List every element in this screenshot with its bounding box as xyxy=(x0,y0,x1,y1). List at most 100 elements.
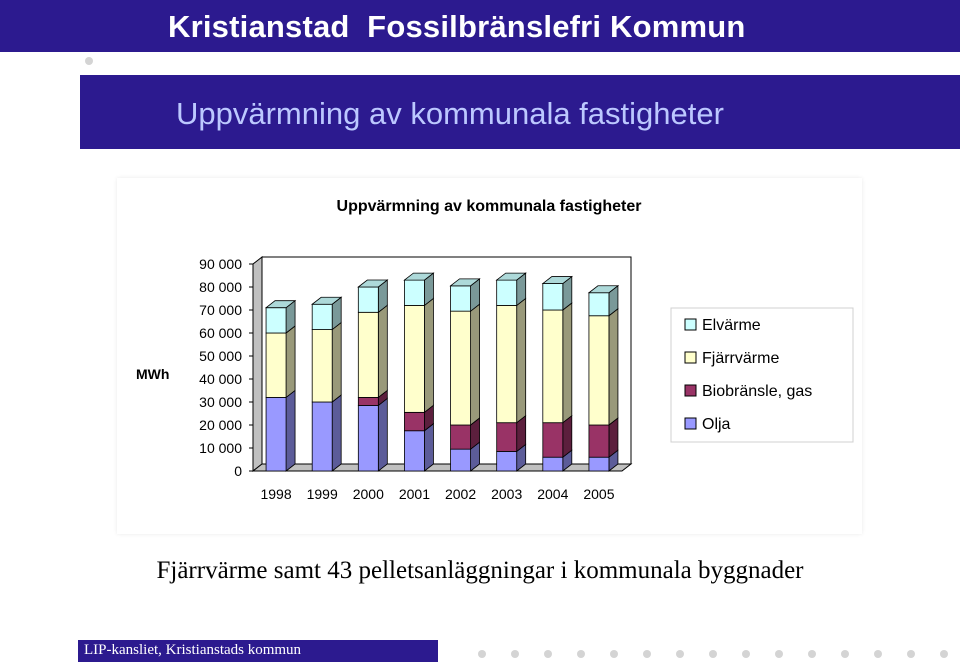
y-tick-label: 40 000 xyxy=(199,371,242,387)
bar-top xyxy=(449,278,481,287)
bar-side xyxy=(424,297,434,414)
y-tick-label: 50 000 xyxy=(199,348,242,364)
footer-bar: LIP-kansliet, Kristianstads kommun xyxy=(78,640,438,662)
bar-side xyxy=(285,389,296,472)
decorative-dot xyxy=(808,650,816,658)
bar-side xyxy=(377,304,388,399)
bar-segment xyxy=(357,311,379,398)
bar-side xyxy=(331,321,342,403)
decorative-dot xyxy=(742,650,750,658)
x-tick-label: 1998 xyxy=(260,486,291,502)
y-tick-label: 90 000 xyxy=(199,256,242,272)
x-tick-label: 1999 xyxy=(307,486,338,502)
legend-label: Fjärrvärme xyxy=(702,350,779,367)
y-tick-label: 30 000 xyxy=(199,394,242,410)
legend-label: Biobränsle, gas xyxy=(702,383,812,400)
slide-title: Kristianstad Fossilbränslefri Kommun xyxy=(168,9,746,44)
bar-side xyxy=(424,422,434,472)
bar-segment xyxy=(496,451,518,472)
bar-side xyxy=(470,303,480,426)
subtitle-bar: Uppvärmning av kommunala fastigheter xyxy=(80,75,960,149)
bar-segment xyxy=(404,411,425,432)
bar-segment xyxy=(588,315,610,426)
bar-segment xyxy=(404,279,425,306)
y-tick-label: 60 000 xyxy=(199,325,242,341)
bar-segment xyxy=(450,448,471,472)
x-tick-label: 2000 xyxy=(353,486,384,502)
bar-segment xyxy=(496,304,518,424)
title-bar: Kristianstad Fossilbränslefri Kommun xyxy=(0,0,960,52)
y-tick-label: 10 000 xyxy=(199,440,242,456)
bar-segment xyxy=(404,304,425,413)
decorative-dot xyxy=(643,650,651,658)
chart-title: Uppvärmning av kommunala fastigheter xyxy=(337,198,642,215)
decorative-dot xyxy=(85,57,93,65)
legend-label: Elvärme xyxy=(702,317,761,334)
x-tick-label: 2001 xyxy=(399,486,430,502)
bar-top xyxy=(264,300,297,309)
decorative-dot xyxy=(907,650,915,658)
decorative-dot xyxy=(511,650,519,658)
legend-swatch xyxy=(684,417,697,430)
bar-segment xyxy=(588,456,610,472)
bar-segment xyxy=(357,396,379,406)
bar-segment xyxy=(542,422,564,458)
chart-side-wall xyxy=(252,255,263,473)
bar-segment xyxy=(311,303,333,330)
bar-side xyxy=(377,397,388,472)
decorative-dot xyxy=(478,650,486,658)
bar-segment xyxy=(588,424,610,458)
bar-segment xyxy=(450,285,471,312)
slide-subtitle: Uppvärmning av kommunala fastigheter xyxy=(176,96,724,131)
footer-text: LIP-kansliet, Kristianstads kommun xyxy=(84,642,302,658)
bar-segment xyxy=(496,422,518,452)
bar-side xyxy=(608,307,619,426)
bar-top xyxy=(403,272,435,281)
decorative-dot xyxy=(676,650,684,658)
legend-swatch xyxy=(684,384,697,397)
bar-segment xyxy=(542,309,564,424)
decorative-dot xyxy=(610,650,618,658)
bar-segment xyxy=(450,424,471,450)
y-tick-label: 80 000 xyxy=(199,279,242,295)
bar-top xyxy=(541,276,573,284)
bar-segment xyxy=(357,286,379,313)
x-tick-label: 2005 xyxy=(583,486,614,502)
bar-side xyxy=(516,297,527,424)
bar-top xyxy=(495,272,527,281)
y-tick-label: 70 000 xyxy=(199,302,242,318)
decorative-dot xyxy=(841,650,849,658)
bar-segment xyxy=(450,310,471,426)
bar-segment xyxy=(265,307,287,334)
y-tick-label: 20 000 xyxy=(199,417,242,433)
bar-side xyxy=(562,302,573,424)
decorative-dot xyxy=(874,650,882,658)
bar-segment xyxy=(265,332,287,398)
chart-floor xyxy=(251,463,633,472)
bar-segment xyxy=(542,456,564,472)
x-tick-label: 2004 xyxy=(537,486,568,502)
bar-side xyxy=(285,325,296,399)
x-tick-label: 2002 xyxy=(445,486,476,502)
bar-side xyxy=(331,394,342,472)
decorative-dot xyxy=(544,650,552,658)
y-axis-label: MWh xyxy=(136,366,169,382)
bar-top xyxy=(311,296,343,305)
bar-segment xyxy=(588,292,610,317)
bar-segment xyxy=(311,401,333,472)
slide-caption: Fjärrvärme samt 43 pelletsanläggningar i… xyxy=(156,557,804,584)
y-tick-label: 0 xyxy=(234,463,242,479)
decorative-dot xyxy=(709,650,717,658)
bar-top xyxy=(357,279,389,288)
bar-segment xyxy=(357,405,379,472)
decorative-dot xyxy=(775,650,783,658)
bar-segment xyxy=(265,396,287,472)
legend-swatch xyxy=(684,318,697,331)
decorative-dot xyxy=(940,650,948,658)
bar-segment xyxy=(404,430,425,472)
bar-segment xyxy=(311,329,333,403)
x-tick-label: 2003 xyxy=(491,486,522,502)
bar-segment xyxy=(542,283,564,311)
bar-segment xyxy=(496,279,518,306)
